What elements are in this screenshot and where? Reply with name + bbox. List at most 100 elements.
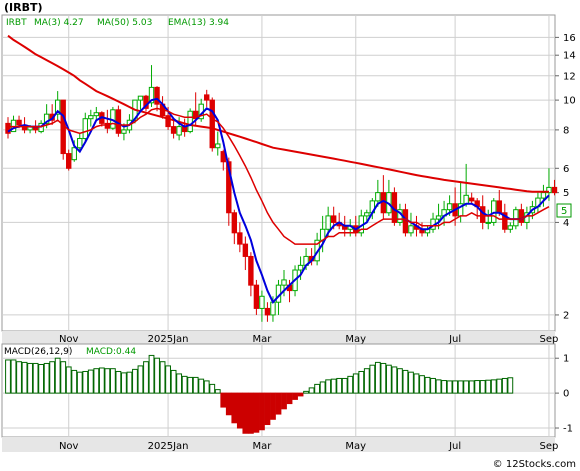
macd-y-axis: 1 0 -1: [555, 354, 573, 435]
macd-bar: [380, 362, 387, 394]
legend-ma3: MA(3) 4.27: [34, 18, 84, 28]
price-y-tick-label: 5: [563, 188, 569, 199]
candle: [66, 149, 72, 171]
macd-bar: [286, 392, 293, 405]
macd-x-tick-label: Mar: [252, 441, 272, 452]
legend-symbol: IRBT: [6, 18, 27, 28]
candle-body: [402, 209, 409, 234]
price-x-tick-label: Mar: [252, 334, 272, 345]
macd-bar: [352, 373, 359, 394]
candle: [231, 209, 238, 245]
candle-body: [43, 113, 50, 124]
macd-bar: [121, 372, 127, 394]
macd-legend-value: MACD:0.44: [86, 347, 136, 357]
macd-bar: [231, 392, 238, 424]
macd-bar: [457, 380, 464, 394]
macd-bar: [485, 379, 492, 394]
macd-bar: [253, 392, 260, 433]
candle-body: [204, 94, 210, 101]
macd-bar: [38, 363, 45, 394]
macd-bar: [76, 371, 83, 394]
macd-bar: [468, 380, 475, 394]
candle-body: [5, 122, 11, 134]
candle-body: [66, 153, 72, 169]
candle-body: [491, 200, 497, 223]
macd-legend-label: MACD(26,12,9): [4, 347, 72, 357]
macd-bar: [463, 380, 470, 394]
macd-bar: [203, 380, 210, 394]
macd-bar: [275, 392, 282, 415]
candle-body: [176, 126, 182, 136]
macd-bar: [192, 376, 199, 394]
candle: [115, 105, 122, 137]
price-y-tick-label: 2: [563, 310, 569, 321]
macd-bar: [148, 354, 155, 394]
price-y-tick-label: 14: [563, 51, 576, 62]
candle-body: [248, 255, 254, 286]
price-date-axis-band: [2, 331, 555, 344]
candle: [170, 120, 177, 139]
candle: [408, 212, 414, 237]
price-y-tick-label: 10: [563, 96, 576, 107]
macd-bar: [297, 392, 304, 397]
candle-body: [137, 95, 144, 101]
candle-body: [253, 284, 260, 309]
macd-bar: [170, 369, 177, 394]
candle: [215, 131, 221, 156]
macd-bar: [363, 368, 370, 394]
price-y-tick-label: 4: [563, 218, 569, 229]
macd-bar: [104, 368, 111, 394]
macd-bar: [187, 376, 194, 394]
candle: [77, 133, 83, 152]
macd-bar: [402, 369, 409, 394]
candle-body: [154, 86, 160, 105]
candle: [364, 209, 370, 223]
candle-body: [237, 232, 243, 245]
candle-body: [88, 115, 94, 120]
macd-bar: [292, 392, 298, 400]
candle: [502, 203, 508, 233]
candle: [551, 179, 558, 196]
candle-body: [209, 99, 215, 149]
macd-y-tick-label: 0: [563, 389, 569, 400]
macd-bar: [330, 378, 337, 394]
candle-body: [468, 197, 475, 202]
candle-body: [507, 225, 514, 230]
candle: [137, 95, 144, 110]
candle-body: [502, 212, 508, 230]
macd-bar: [21, 361, 28, 394]
macd-bar: [385, 364, 392, 394]
macd-bar: [507, 377, 514, 394]
macd-bar: [98, 367, 105, 394]
price-x-tick-label: 2025Jan: [148, 334, 189, 345]
macd-bar: [341, 377, 348, 394]
candle-body: [77, 138, 83, 149]
candle-body: [270, 301, 276, 316]
macd-bar: [27, 362, 33, 394]
candle: [513, 206, 519, 230]
candle-body: [281, 279, 287, 286]
candle-body: [148, 86, 155, 104]
candle: [485, 209, 491, 230]
candle-body: [435, 215, 442, 220]
macd-bar: [374, 361, 381, 394]
price-y-tick-label: 6: [563, 164, 569, 175]
macd-bar: [391, 366, 398, 394]
macd-bar: [446, 380, 453, 394]
macd-bar: [336, 377, 343, 394]
ema13-line: [8, 107, 550, 245]
macd-grid: [2, 344, 555, 437]
macd-bar: [259, 392, 265, 431]
candle-body: [104, 122, 111, 129]
macd-bar: [247, 392, 254, 434]
macd-bar: [132, 368, 138, 394]
macd-bar: [214, 389, 221, 394]
macd-bar: [109, 368, 116, 394]
macd-bar: [308, 387, 315, 394]
candle-body: [71, 147, 77, 161]
macd-bar: [303, 390, 309, 394]
candle-body: [187, 110, 193, 133]
macd-bar: [419, 375, 425, 394]
price-x-tick-label: May: [345, 334, 366, 345]
